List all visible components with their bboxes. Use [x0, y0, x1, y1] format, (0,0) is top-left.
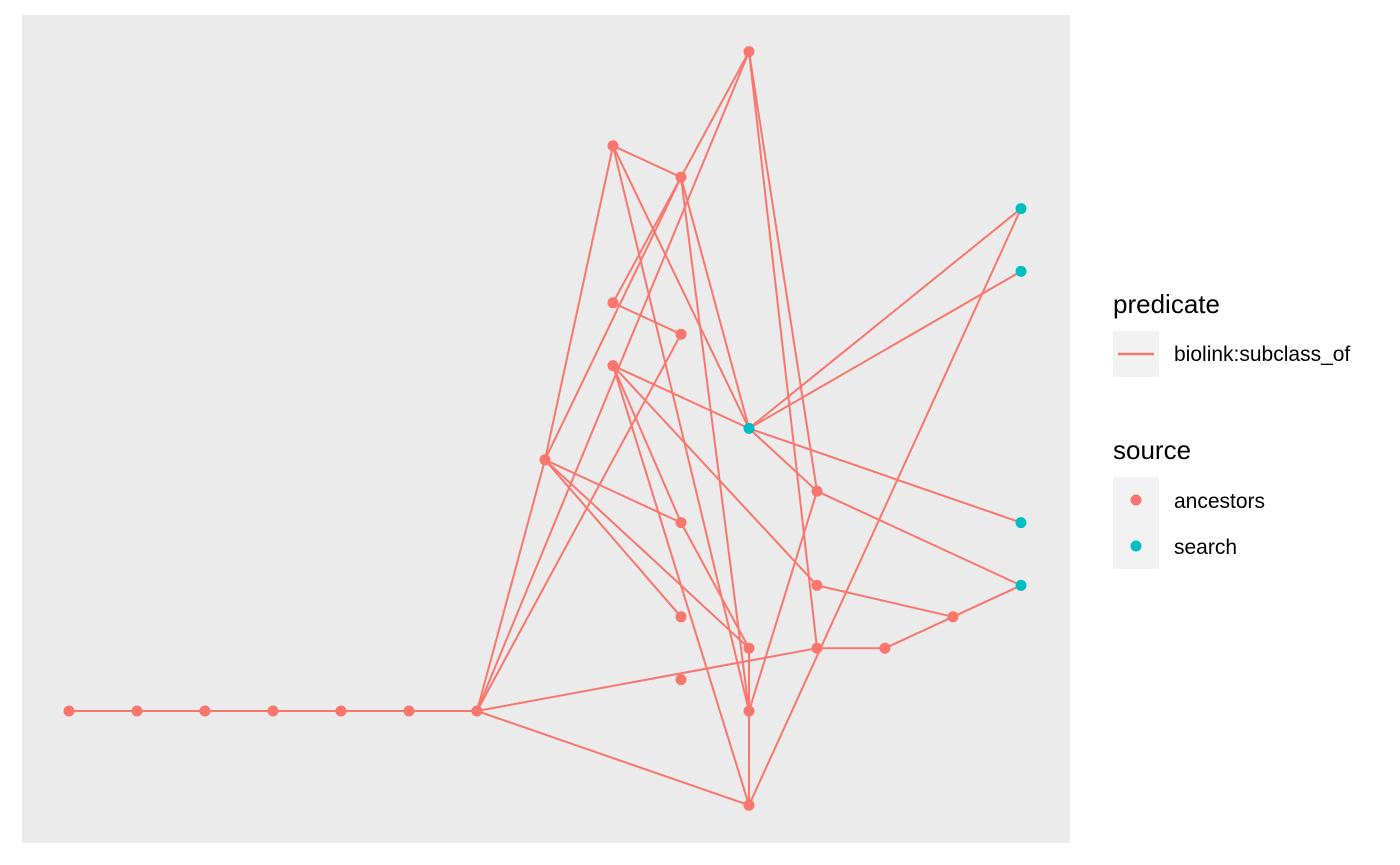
node-n6-ancestors: [403, 705, 415, 717]
edge-n9-n12: [612, 144, 682, 179]
edge-n11-n23: [612, 364, 818, 587]
node-n9-ancestors: [607, 140, 619, 152]
edge-n11-n14: [612, 365, 682, 523]
node-n24-ancestors: [811, 642, 823, 654]
legend-label-subclass-of: biolink:subclass_of: [1174, 343, 1350, 366]
node-n4-ancestors: [267, 705, 279, 717]
node-n16-ancestors: [675, 674, 687, 686]
edge-n24-n17: [748, 51, 818, 649]
node-n21-ancestors: [743, 799, 755, 811]
legend-key-point-ancestors: [1130, 494, 1142, 506]
node-n3-ancestors: [199, 705, 211, 717]
edge-n18-n22: [748, 427, 818, 492]
node-n15-ancestors: [675, 611, 687, 623]
edge-n11-n21: [612, 365, 750, 806]
node-n17-ancestors: [743, 46, 755, 58]
edge-n8-n15: [544, 459, 682, 618]
node-n30-search: [1015, 579, 1027, 591]
legend-title-predicate: predicate: [1113, 289, 1220, 319]
node-n13-ancestors: [675, 328, 687, 340]
legend-label-search: search: [1174, 536, 1237, 559]
node-n12-ancestors: [675, 171, 687, 183]
edge-n8-n19: [544, 459, 750, 649]
graph-edges: [69, 51, 1022, 807]
node-n10-ancestors: [607, 297, 619, 309]
edge-n18-n28: [748, 270, 1022, 430]
edge-n22-n30: [816, 490, 1022, 587]
edge-n23-n26: [816, 584, 954, 618]
edge-n26-n30: [952, 584, 1022, 618]
edge-n7-n8: [476, 459, 546, 712]
edge-n7-n21: [476, 710, 750, 807]
legend-key-point-search: [1130, 540, 1142, 552]
edge-n9-n20: [612, 145, 750, 712]
node-n5-ancestors: [335, 705, 347, 717]
edge-n8-n9: [544, 145, 614, 461]
edge-n22-n17: [748, 51, 818, 492]
legend-key-source: [1113, 477, 1159, 569]
node-n2-ancestors: [131, 705, 143, 717]
edge-n18-n27: [748, 207, 1022, 430]
edge-n10-n13: [612, 301, 682, 336]
node-n26-ancestors: [947, 611, 959, 623]
edge-n14-n19: [680, 522, 750, 649]
graph-nodes: [63, 46, 1027, 811]
plot-panel: [22, 15, 1070, 843]
node-n8-ancestors: [539, 454, 551, 466]
node-n20-ancestors: [743, 705, 755, 717]
edge-n25-n26: [884, 615, 954, 650]
edge-n11-n18: [612, 364, 750, 430]
node-n27-search: [1015, 203, 1027, 215]
node-n29-search: [1015, 517, 1027, 529]
edge-n8-n12: [544, 176, 682, 461]
edge-n12-n18: [680, 176, 750, 429]
edge-n7-n17: [476, 51, 750, 712]
legend-title-source: source: [1113, 435, 1191, 465]
node-n28-search: [1015, 265, 1027, 277]
edge-n21-n27: [748, 208, 1022, 806]
node-n23-ancestors: [811, 579, 823, 591]
edge-n22-n20: [748, 490, 818, 712]
edge-n9-n18: [612, 145, 750, 429]
legend-label-ancestors: ancestors: [1174, 490, 1265, 513]
node-n14-ancestors: [675, 517, 687, 529]
node-n18-search: [743, 422, 755, 434]
node-n22-ancestors: [811, 485, 823, 497]
edge-n12-n20: [680, 177, 750, 712]
edge-n7-n24: [476, 647, 818, 712]
node-n11-ancestors: [607, 360, 619, 372]
legend: predicate biolink:subclass_of source anc…: [1113, 289, 1350, 569]
node-n19-ancestors: [743, 642, 755, 654]
node-n7-ancestors: [471, 705, 483, 717]
node-n25-ancestors: [879, 642, 891, 654]
edge-n7-n13: [476, 333, 682, 712]
node-n1-ancestors: [63, 705, 75, 717]
